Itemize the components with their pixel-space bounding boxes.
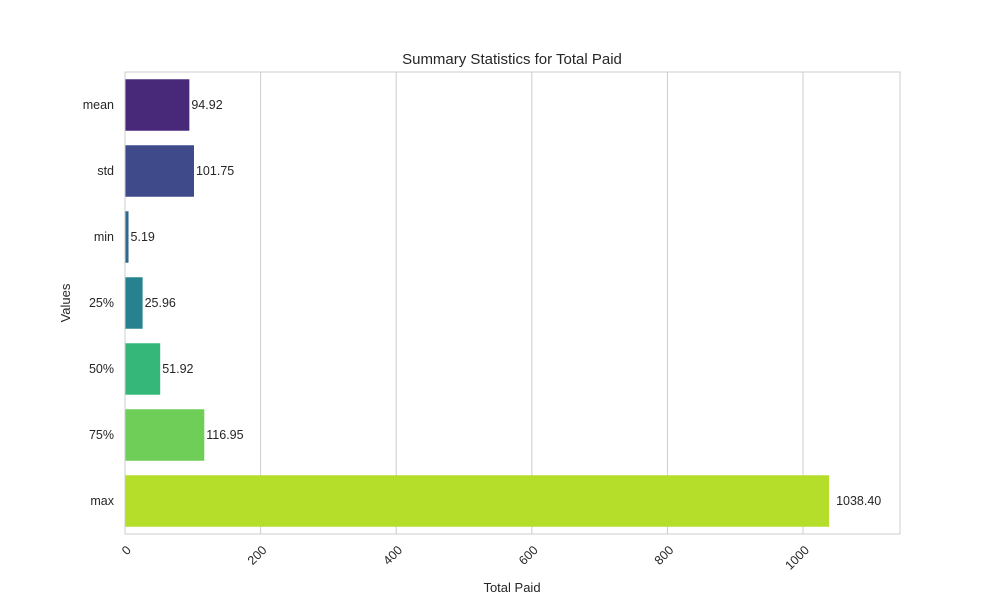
y-tick-label: 50%: [89, 362, 114, 376]
bar-std: [125, 145, 194, 197]
y-tick-label: 25%: [89, 296, 114, 310]
value-label: 116.95: [206, 428, 243, 442]
value-label: 51.92: [162, 362, 193, 376]
plot-frame: [124, 71, 901, 535]
value-labels: 94.92 101.75 5.19 25.96 51.92 116.95 1038.40: [131, 98, 882, 508]
x-tick-label: 800: [652, 543, 677, 568]
bar-max: [125, 475, 830, 527]
value-label: 25.96: [145, 296, 176, 310]
x-tick-label: 600: [516, 543, 541, 568]
bars: [125, 79, 830, 527]
grid-lines: [124, 72, 804, 534]
y-tick-labels: mean std min 25% 50% 75% max: [83, 98, 115, 508]
y-tick-label: mean: [83, 98, 114, 112]
y-axis-label: Values: [58, 283, 73, 322]
bar-25pct: [125, 277, 143, 329]
y-tick-label: 75%: [89, 428, 114, 442]
y-tick-label: min: [94, 230, 114, 244]
chart-title: Summary Statistics for Total Paid: [402, 51, 622, 68]
x-axis-label: Total Paid: [483, 580, 540, 595]
y-tick-label: max: [90, 494, 114, 508]
x-tick-label: 1000: [782, 543, 812, 573]
value-label: 94.92: [191, 98, 222, 112]
value-label: 5.19: [131, 230, 155, 244]
y-tick-label: std: [97, 164, 114, 178]
x-tick-label: 200: [245, 543, 270, 568]
value-label: 101.75: [196, 164, 234, 178]
bar-50pct: [125, 343, 161, 395]
x-tick-labels: 0 200 400 600 800 1000: [119, 543, 812, 573]
bar-75pct: [125, 409, 205, 461]
x-tick-label: 400: [381, 543, 406, 568]
bar-mean: [125, 79, 190, 131]
x-tick-label: 0: [119, 543, 134, 558]
value-label: 1038.40: [836, 494, 881, 508]
bar-min: [125, 211, 129, 263]
